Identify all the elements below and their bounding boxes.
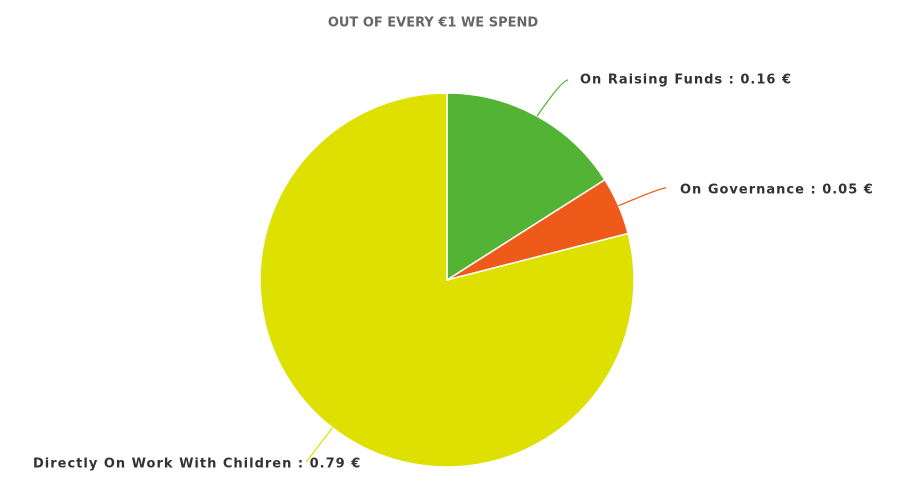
data-label: On Raising Funds : 0.16 € [580, 73, 792, 88]
leader-line [305, 427, 333, 463]
leader-line [618, 187, 667, 207]
data-label: Directly On Work With Children : 0.79 € [33, 457, 361, 472]
pie-slice [446, 92, 606, 282]
data-label: On Governance : 0.05 € [680, 183, 874, 198]
chart-title: OUT OF EVERY €1 WE SPEND [328, 16, 539, 31]
leader-line [536, 79, 569, 117]
